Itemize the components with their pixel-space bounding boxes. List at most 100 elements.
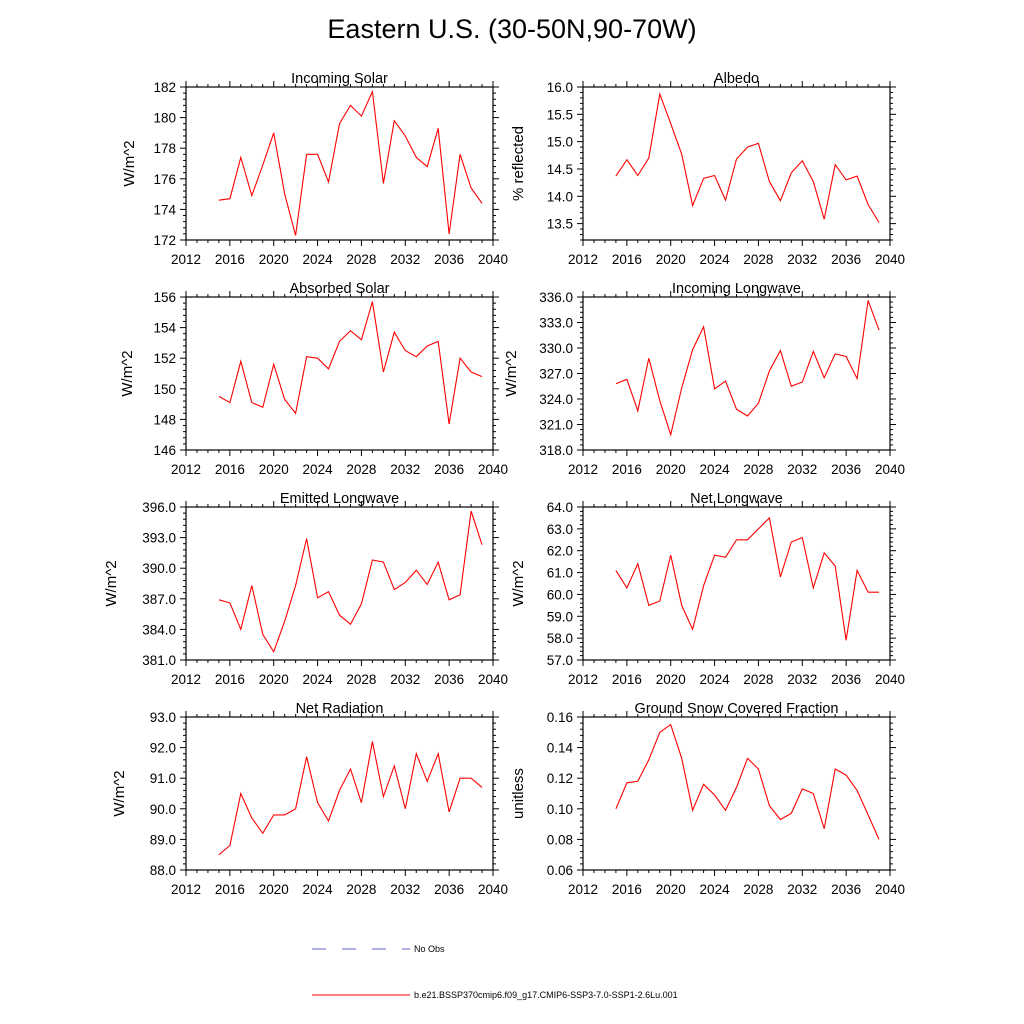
x-tick-label: 2040	[875, 462, 905, 477]
x-tick-label: 2024	[700, 462, 731, 477]
x-tick-label: 2024	[700, 882, 731, 897]
x-tick-label: 2028	[346, 882, 376, 897]
y-tick-label: 16.0	[547, 80, 573, 95]
x-tick-label: 2032	[787, 462, 817, 477]
y-tick-label: 176	[153, 172, 176, 187]
x-tick-label: 2024	[303, 462, 334, 477]
y-tick-label: 91.0	[150, 771, 176, 786]
x-tick-label: 2040	[478, 672, 508, 687]
y-tick-label: 178	[153, 141, 176, 156]
legend-model-label: b.e21.BSSP370cmip6.f09_g17.CMIP6-SSP3-7.…	[414, 990, 678, 1000]
y-tick-label: 62.0	[547, 544, 573, 559]
x-tick-label: 2016	[612, 462, 642, 477]
y-tick-label: 88.0	[150, 863, 176, 878]
plot-frame	[185, 296, 494, 451]
x-tick-label: 2032	[390, 882, 420, 897]
panel-title: Net Longwave	[690, 491, 783, 507]
x-tick-label: 2024	[700, 252, 731, 267]
figure-title: Eastern U.S. (30-50N,90-70W)	[327, 14, 697, 44]
panel-incoming-longwave: Incoming Longwave W/m^2 2012 2016 2020 2024 20…	[503, 281, 905, 477]
x-tick-label: 2032	[390, 672, 420, 687]
x-tick-label: 2036	[831, 462, 861, 477]
x-tick-label: 2016	[612, 672, 642, 687]
legend: No Obs b.e21.BSSP370cmip6.f09_g17.CMIP6-S…	[312, 944, 678, 1000]
x-tick-label: 2024	[700, 672, 731, 687]
y-tick-label: 14.0	[547, 189, 573, 204]
y-tick-label: 0.12	[547, 771, 573, 786]
x-tick-label: 2020	[259, 252, 289, 267]
y-axis-label: W/m^2	[510, 560, 527, 606]
y-tick-label: 180	[153, 111, 176, 126]
y-tick-label: 0.10	[547, 802, 573, 817]
x-tick-label: 2024	[303, 672, 334, 687]
y-tick-label: 15.5	[547, 107, 573, 122]
y-tick-label: 333.0	[539, 316, 573, 331]
plot-frame	[582, 296, 891, 451]
x-tick-label: 2020	[259, 672, 289, 687]
y-tick-label: 174	[153, 202, 176, 217]
y-tick-label: 324.0	[539, 392, 573, 407]
x-tick-label: 2016	[215, 252, 245, 267]
panel-title: Ground Snow Covered Fraction	[635, 701, 839, 717]
x-tick-label: 2040	[875, 882, 905, 897]
y-tick-label: 89.0	[150, 832, 176, 847]
y-tick-label: 0.14	[547, 741, 574, 756]
x-tick-label: 2040	[875, 252, 905, 267]
panel-albedo: Albedo % reflected 2012 2016 2020 2024 2028 203…	[510, 71, 905, 267]
panel-incoming-solar: Incoming Solar W/m^2 2012 2016 2020 2024 2028 2…	[121, 71, 508, 267]
x-tick-label: 2028	[743, 882, 773, 897]
x-tick-label: 2016	[215, 882, 245, 897]
x-tick-label: 2028	[346, 672, 376, 687]
x-tick-label: 2020	[656, 672, 686, 687]
panel-title: Albedo	[714, 71, 759, 87]
y-tick-label: 384.0	[142, 622, 176, 637]
y-tick-label: 57.0	[547, 653, 573, 668]
y-tick-label: 390.0	[142, 561, 176, 576]
x-tick-label: 2020	[656, 462, 686, 477]
y-tick-label: 58.0	[547, 631, 573, 646]
panel-emitted-longwave: Emitted Longwave W/m^2 2012 2016 2020 2024 202…	[103, 491, 508, 687]
x-tick-label: 2020	[259, 882, 289, 897]
legend-obs-label: No Obs	[414, 944, 445, 954]
x-tick-label: 2020	[656, 252, 686, 267]
y-tick-label: 318.0	[539, 443, 573, 458]
y-tick-label: 154	[153, 321, 176, 336]
y-tick-label: 93.0	[150, 710, 176, 725]
x-tick-label: 2028	[346, 462, 376, 477]
y-tick-label: 64.0	[547, 500, 573, 515]
x-tick-label: 2012	[568, 252, 598, 267]
x-tick-label: 2036	[831, 882, 861, 897]
x-tick-label: 2032	[787, 882, 817, 897]
x-tick-label: 2028	[346, 252, 376, 267]
x-tick-label: 2028	[743, 252, 773, 267]
y-tick-label: 61.0	[547, 566, 573, 581]
panel-net-longwave: Net Longwave W/m^2 2012 2016 2020 2024 2028 203…	[510, 491, 905, 687]
series-line	[615, 723, 880, 840]
y-tick-label: 393.0	[142, 531, 176, 546]
y-tick-label: 172	[153, 233, 176, 248]
y-tick-label: 182	[153, 80, 176, 95]
y-axis-label: W/m^2	[111, 770, 128, 816]
x-tick-label: 2024	[303, 882, 334, 897]
panel-title: Absorbed Solar	[290, 281, 390, 297]
x-tick-label: 2020	[259, 462, 289, 477]
x-tick-label: 2040	[478, 462, 508, 477]
x-tick-label: 2028	[743, 462, 773, 477]
x-tick-label: 2016	[215, 672, 245, 687]
panel-title: Incoming Longwave	[672, 281, 801, 297]
x-tick-label: 2040	[478, 252, 508, 267]
y-tick-label: 146	[153, 443, 176, 458]
x-tick-label: 2012	[568, 882, 598, 897]
y-axis-label: % reflected	[510, 126, 527, 201]
y-tick-label: 90.0	[150, 802, 176, 817]
series-line	[615, 300, 880, 437]
y-axis-label: unitless	[510, 768, 527, 819]
y-tick-label: 59.0	[547, 609, 573, 624]
y-tick-label: 152	[153, 351, 176, 366]
x-tick-label: 2020	[656, 882, 686, 897]
y-tick-label: 156	[153, 290, 176, 305]
x-tick-label: 2036	[434, 252, 464, 267]
series-line	[218, 741, 483, 856]
plot-frame	[185, 506, 494, 661]
x-tick-label: 2012	[171, 882, 201, 897]
